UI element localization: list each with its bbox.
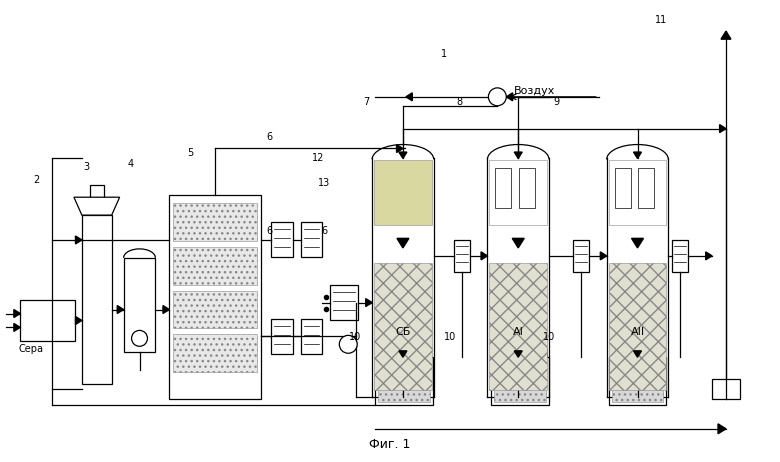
Bar (608, 263, 666, 390)
Text: СБ: СБ (395, 328, 410, 337)
Bar (712, 379, 740, 399)
Text: 2: 2 (34, 176, 40, 185)
Text: Фиг. 1: Фиг. 1 (369, 438, 411, 450)
Polygon shape (406, 93, 413, 101)
Bar (300, 319, 322, 354)
Polygon shape (14, 310, 20, 317)
Polygon shape (14, 323, 20, 331)
Text: 13: 13 (318, 178, 330, 188)
Bar (654, 349, 665, 357)
Bar (300, 222, 322, 257)
Text: 7: 7 (363, 97, 370, 108)
Polygon shape (706, 252, 712, 260)
Polygon shape (632, 238, 644, 248)
Text: 10: 10 (349, 332, 361, 341)
Text: 3: 3 (83, 162, 89, 172)
Polygon shape (601, 252, 607, 260)
Polygon shape (514, 152, 522, 158)
Text: 8: 8 (457, 97, 463, 108)
Polygon shape (633, 351, 641, 357)
Text: 12: 12 (312, 152, 324, 163)
Bar (90, 185, 104, 199)
Bar (615, 168, 630, 208)
Bar (608, 357, 666, 405)
Bar (489, 263, 547, 390)
Polygon shape (117, 305, 123, 314)
Bar (573, 240, 589, 272)
Bar (495, 168, 511, 208)
Bar (375, 357, 433, 405)
Bar (169, 195, 261, 399)
Bar (608, 160, 666, 225)
Polygon shape (633, 152, 641, 158)
Polygon shape (718, 424, 726, 434)
Polygon shape (397, 238, 409, 248)
Bar (421, 349, 431, 357)
Bar (20, 299, 75, 341)
Text: 11: 11 (655, 15, 668, 25)
Circle shape (132, 330, 147, 346)
Text: 4: 4 (127, 159, 133, 170)
Bar (491, 357, 549, 405)
Bar (454, 240, 470, 272)
Text: 5: 5 (187, 148, 193, 158)
Bar (639, 168, 654, 208)
Text: 6: 6 (321, 226, 327, 236)
Polygon shape (396, 145, 403, 152)
Text: АI: АI (512, 328, 523, 337)
Polygon shape (512, 238, 524, 248)
Bar (123, 258, 155, 352)
Bar (173, 291, 257, 328)
Bar (82, 215, 112, 384)
Text: 10: 10 (445, 332, 456, 341)
Polygon shape (163, 305, 169, 314)
Text: 10: 10 (543, 332, 555, 341)
Polygon shape (74, 197, 119, 215)
Bar (173, 247, 257, 285)
Polygon shape (76, 236, 82, 244)
Bar (612, 381, 663, 402)
Bar (331, 285, 358, 321)
Text: Воздух: Воздух (514, 86, 555, 96)
Bar (374, 160, 432, 225)
Bar (173, 203, 257, 241)
Polygon shape (399, 351, 407, 357)
Polygon shape (514, 351, 522, 357)
Polygon shape (76, 316, 82, 324)
Circle shape (488, 88, 506, 106)
Polygon shape (721, 31, 731, 39)
Bar (672, 240, 688, 272)
Polygon shape (399, 152, 407, 158)
Bar (519, 168, 535, 208)
Polygon shape (481, 252, 488, 260)
Polygon shape (506, 93, 512, 101)
Text: Сера: Сера (18, 344, 43, 354)
Bar (495, 381, 546, 402)
Text: 1: 1 (441, 49, 448, 59)
Bar (378, 381, 430, 402)
Polygon shape (366, 298, 372, 307)
Circle shape (339, 335, 357, 353)
Polygon shape (720, 125, 726, 133)
Text: 9: 9 (554, 97, 560, 108)
Bar (271, 222, 292, 257)
Text: 6: 6 (267, 132, 273, 142)
Bar (271, 319, 292, 354)
Bar (537, 349, 547, 357)
Text: АII: АII (630, 328, 644, 337)
Text: 6: 6 (267, 226, 273, 236)
Bar (173, 334, 257, 372)
Bar (374, 263, 432, 390)
Bar (489, 160, 547, 225)
